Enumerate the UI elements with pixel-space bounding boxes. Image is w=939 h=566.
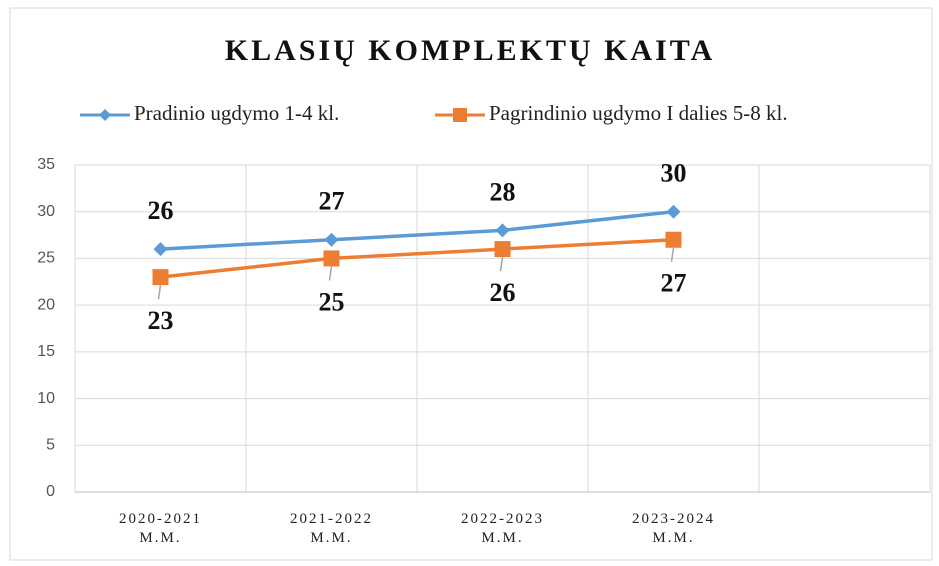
data-label: 27: [661, 269, 687, 298]
point: [665, 231, 682, 248]
legend-label: Pagrindinio ugdymo I dalies 5-8 kl.: [489, 101, 788, 125]
data-label: 26: [148, 196, 174, 225]
data-label: 23: [148, 306, 174, 335]
x-tick-label: 2020-2021 M.M.: [119, 511, 202, 546]
leader-line: [499, 256, 504, 272]
point: [666, 204, 681, 219]
y-tick-label: 5: [46, 437, 55, 454]
point: [152, 269, 169, 286]
legend-marker: [99, 109, 111, 121]
y-tick-label: 0: [46, 483, 55, 500]
y-tick-label: 25: [37, 250, 55, 267]
series-line: [160, 237, 674, 279]
leader-line: [670, 247, 675, 262]
x-tick-label: 2023-2024 M.M.: [632, 511, 715, 546]
leader-line: [157, 285, 162, 300]
x-tick-label: 2021-2022 M.M.: [290, 511, 373, 546]
point: [494, 241, 511, 258]
point: [153, 242, 168, 257]
point: [495, 223, 510, 238]
leader-line: [328, 266, 333, 281]
y-tick-label: 35: [37, 156, 55, 173]
y-tick-label: 30: [37, 203, 55, 220]
chart-border: [9, 7, 933, 561]
y-tick-label: 10: [37, 390, 55, 407]
y-tick-label: 20: [37, 296, 55, 313]
series-line: [160, 209, 674, 251]
data-label: 30: [661, 159, 687, 188]
point: [324, 232, 339, 247]
x-tick-label: 2022-2023 M.M.: [461, 511, 544, 546]
data-label: 27: [319, 187, 345, 216]
data-label: 25: [319, 287, 345, 316]
point: [323, 250, 340, 267]
data-label: 28: [490, 177, 516, 206]
legend-marker: [453, 108, 467, 122]
data-label: 26: [490, 278, 516, 307]
y-tick-label: 15: [37, 343, 55, 360]
legend-label: Pradinio ugdymo 1-4 kl.: [134, 101, 339, 125]
chart-title: KLASIŲ KOMPLEKTŲ KAITA: [225, 34, 716, 67]
